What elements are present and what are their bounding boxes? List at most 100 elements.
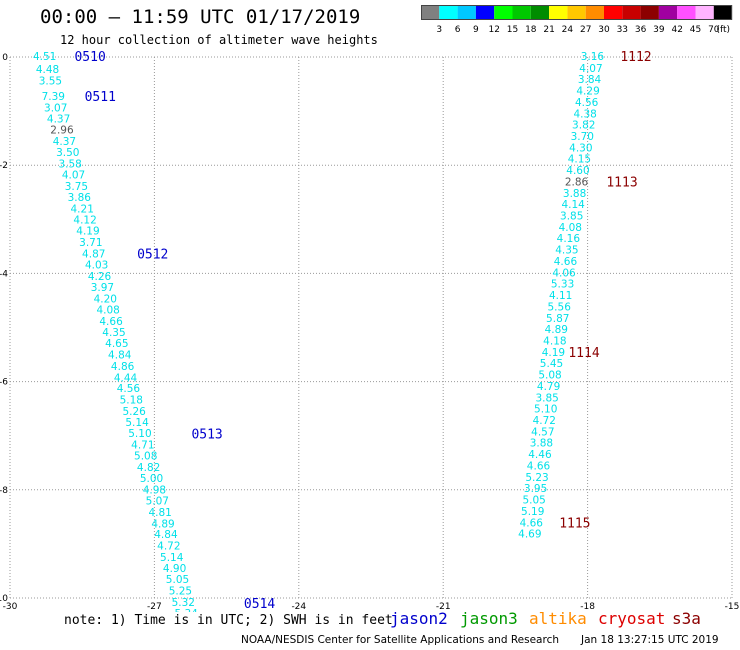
swh-value-label: 4.56 <box>575 97 599 109</box>
swh-value-label: 4.87 <box>82 248 105 260</box>
pass-time-label: 0510 <box>74 50 105 65</box>
swh-value-label: 5.25 <box>169 585 192 597</box>
colorbar-tick-label: 45 <box>690 25 701 35</box>
credit-text: NOAA/NESDIS Center for Satellite Applica… <box>241 634 559 646</box>
pass-time-label: 1115 <box>559 516 590 531</box>
swh-value-label: 4.21 <box>71 203 94 215</box>
colorbar-swatch <box>567 5 586 20</box>
swh-value-label: 4.89 <box>151 518 174 530</box>
swh-value-label: 4.56 <box>117 383 141 395</box>
swh-value-label: 2.86 <box>565 176 589 188</box>
swh-value-label: 4.14 <box>561 199 585 211</box>
colorbar-tick-label: 33 <box>617 25 628 35</box>
satellite-label-cryosat: cryosat <box>598 609 666 628</box>
colorbar-swatch <box>713 5 733 20</box>
colorbar-swatch <box>475 5 495 20</box>
swh-value-label: 5.26 <box>122 406 146 418</box>
swh-value-label: 4.84 <box>108 350 132 362</box>
latitude-tick-label: -10 <box>0 594 8 604</box>
timestamp-text: Jan 18 13:27:15 UTC 2019 <box>581 634 719 646</box>
colorbar-legend: 3 6 9 12 15 18 21 24 27 30 33 36 39 42 45 70(ft) <box>421 5 733 35</box>
swh-value-label: 5.10 <box>128 428 151 440</box>
swh-value-label: 4.51 <box>33 51 56 63</box>
swh-value-label: 3.70 <box>571 131 594 143</box>
colorbar-tick-label: 18 <box>525 25 537 35</box>
colorbar-unit: (ft) <box>716 25 730 35</box>
swh-value-label: 3.16 <box>581 51 605 63</box>
swh-value-label: 2.96 <box>50 124 74 136</box>
swh-value-label: 5.08 <box>134 451 157 463</box>
swh-value-label: 5.32 <box>172 597 195 609</box>
colorbar-tick-label: 70 <box>708 25 720 35</box>
swh-value-label: 5.05 <box>522 495 545 507</box>
swh-value-label: 3.58 <box>58 159 81 171</box>
map-subtitle: 12 hour collection of altimeter wave hei… <box>60 33 378 47</box>
colorbar-swatch <box>604 5 623 20</box>
swh-value-label: 5.23 <box>525 472 548 484</box>
swh-value-label: 4.86 <box>111 361 135 373</box>
pass-time-label: 0513 <box>191 428 222 443</box>
swh-value-label: 4.11 <box>549 290 572 302</box>
swh-value-label: 4.37 <box>47 114 70 126</box>
swh-value-label: 4.66 <box>527 460 551 472</box>
colorbar-swatch <box>677 5 696 20</box>
pass-time-label: 1113 <box>606 175 637 190</box>
pass-time-label: 0512 <box>137 247 168 262</box>
swh-value-label: 5.34 <box>174 608 198 612</box>
swh-value-label: 4.84 <box>154 529 178 541</box>
colorbar-swatch <box>512 5 531 20</box>
swh-value-label: 4.15 <box>568 154 591 166</box>
swh-value-label: 5.56 <box>548 301 572 313</box>
swh-value-label: 5.18 <box>120 394 143 406</box>
swh-value-label: 3.75 <box>65 181 88 193</box>
colorbar-tick-label: 24 <box>562 25 574 35</box>
swh-value-label: 4.98 <box>143 484 166 496</box>
swh-value-label: 4.30 <box>569 142 592 154</box>
satellite-label-s3a: s3a <box>672 609 701 628</box>
swh-value-label: 4.65 <box>105 338 128 350</box>
swh-value-label: 5.19 <box>521 506 544 518</box>
colorbar-tick-label: 27 <box>580 25 591 35</box>
latitude-tick-label: -8 <box>0 486 8 496</box>
swh-value-label: 4.06 <box>552 267 576 279</box>
satellite-label-jason3: jason3 <box>460 609 518 628</box>
longitude-tick-label: -21 <box>436 602 451 612</box>
map-title: 00:00 – 11:59 UTC 01/17/2019 <box>40 6 361 28</box>
colorbar-swatch <box>640 5 659 20</box>
swh-value-label: 3.85 <box>535 392 558 404</box>
swh-value-label: 4.46 <box>528 449 552 461</box>
swh-value-label: 5.14 <box>125 417 149 429</box>
swh-value-label: 3.84 <box>578 74 602 86</box>
colorbar-swatch <box>457 5 476 20</box>
swh-value-label: 5.10 <box>534 404 557 416</box>
longitude-tick-label: -18 <box>580 602 595 612</box>
swh-value-label: 4.18 <box>543 335 566 347</box>
swh-value-label: 4.35 <box>102 327 125 339</box>
swh-value-label: 4.66 <box>554 256 578 268</box>
colorbar-swatch <box>695 5 714 20</box>
swh-value-label: 4.48 <box>36 64 59 76</box>
colorbar-tick-label: 21 <box>543 25 554 35</box>
swh-value-label: 4.72 <box>157 541 180 553</box>
colorbar-swatch <box>622 5 641 20</box>
colorbar-tick-label: 15 <box>507 25 518 35</box>
swh-value-label: 4.72 <box>533 415 556 427</box>
swh-value-label: 4.79 <box>537 381 560 393</box>
swh-value-label: 3.71 <box>79 237 102 249</box>
swh-value-label: 3.97 <box>91 282 114 294</box>
swh-value-label: 4.90 <box>163 563 186 575</box>
colorbar-swatch <box>494 5 513 20</box>
swh-value-label: 4.57 <box>531 426 554 438</box>
latitude-tick-label: -2 <box>0 161 8 171</box>
swh-value-label: 4.03 <box>85 260 108 272</box>
longitude-tick-label: -27 <box>147 602 162 612</box>
colorbar-tick-label: 6 <box>455 25 461 35</box>
longitude-tick-label: -24 <box>291 602 306 612</box>
latitude-tick-label: -6 <box>0 378 8 388</box>
swh-value-label: 4.19 <box>542 347 565 359</box>
note-text: note: 1) Time is in UTC; 2) SWH is in fe… <box>64 613 393 628</box>
swh-value-label: 7.39 <box>42 91 65 103</box>
swh-value-label: 4.07 <box>579 63 602 75</box>
swh-value-label: 4.37 <box>53 136 76 148</box>
swh-value-label: 4.66 <box>520 517 544 529</box>
